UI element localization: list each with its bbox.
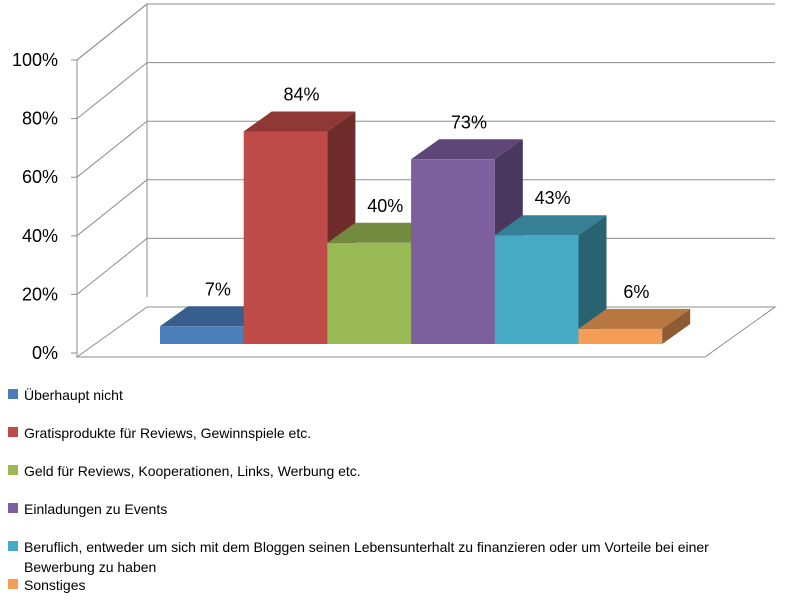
bar-front — [494, 235, 579, 344]
legend-swatch — [8, 503, 18, 513]
bar-top — [411, 139, 523, 160]
bar-top — [578, 308, 691, 329]
legend-entry: Geld für Reviews, Kooperationen, Links, … — [8, 463, 361, 479]
legend-label: Überhaupt nicht — [24, 386, 123, 403]
legend-entry: Gratisprodukte für Reviews, Gewinnspiele… — [8, 425, 311, 441]
legend-label: Einladungen zu Events — [24, 501, 167, 517]
bar-top — [494, 215, 607, 236]
data-label: 84% — [284, 84, 320, 104]
legend-entry: Überhaupt nicht — [8, 386, 123, 403]
y-tick-label: 40% — [22, 226, 58, 246]
data-label: 40% — [367, 196, 403, 216]
legend-label: Gratisprodukte für Reviews, Gewinnspiele… — [24, 425, 311, 441]
legend-label: Bewerbung zu haben — [24, 559, 156, 575]
gridline — [76, 62, 775, 119]
bar-front — [411, 159, 495, 344]
y-tick-label: 20% — [22, 284, 58, 304]
legend-entry: Sonstiges — [8, 577, 85, 593]
y-axis-ticks: 0% 20% 40% 60% 80% 100% — [12, 50, 77, 363]
gridline — [76, 120, 775, 178]
bar-front — [243, 131, 328, 344]
bars — [160, 111, 691, 344]
legend-swatch — [8, 541, 18, 551]
gridline — [76, 179, 775, 237]
y-tick-label: 100% — [12, 50, 58, 70]
y-tick-label: 80% — [22, 109, 58, 129]
bar — [578, 308, 691, 344]
y-tick-label: 0% — [32, 343, 58, 363]
data-label: 43% — [535, 188, 571, 208]
legend-label: Beruflich, entweder um sich mit dem Blog… — [24, 539, 709, 555]
data-label: 73% — [451, 112, 487, 132]
bar-front — [160, 326, 244, 344]
data-label: 7% — [205, 279, 231, 299]
bar-side — [578, 215, 607, 344]
gridline — [76, 3, 775, 61]
data-label: 6% — [623, 282, 649, 302]
bar — [494, 215, 607, 344]
legend-swatch — [8, 579, 18, 589]
y-tick-label: 60% — [22, 167, 58, 187]
bar-side — [662, 308, 691, 344]
legend-swatch — [8, 427, 18, 437]
legend-entry: Einladungen zu Events — [8, 501, 167, 517]
data-labels: 7% 84% 40% 73% 43% 6% — [205, 84, 650, 301]
legend-label: Sonstiges — [24, 577, 85, 593]
legend-swatch — [8, 465, 18, 475]
legend: Überhaupt nicht Gratisprodukte für Review… — [8, 386, 709, 593]
bar-front — [327, 242, 412, 344]
legend-swatch — [8, 389, 18, 399]
legend-label: Geld für Reviews, Kooperationen, Links, … — [24, 463, 361, 479]
gridlines — [76, 3, 775, 295]
legend-entry: Beruflich, entweder um sich mit dem Blog… — [8, 539, 709, 575]
bar-top — [243, 111, 356, 132]
bar-front — [578, 328, 663, 344]
bar — [243, 111, 356, 344]
